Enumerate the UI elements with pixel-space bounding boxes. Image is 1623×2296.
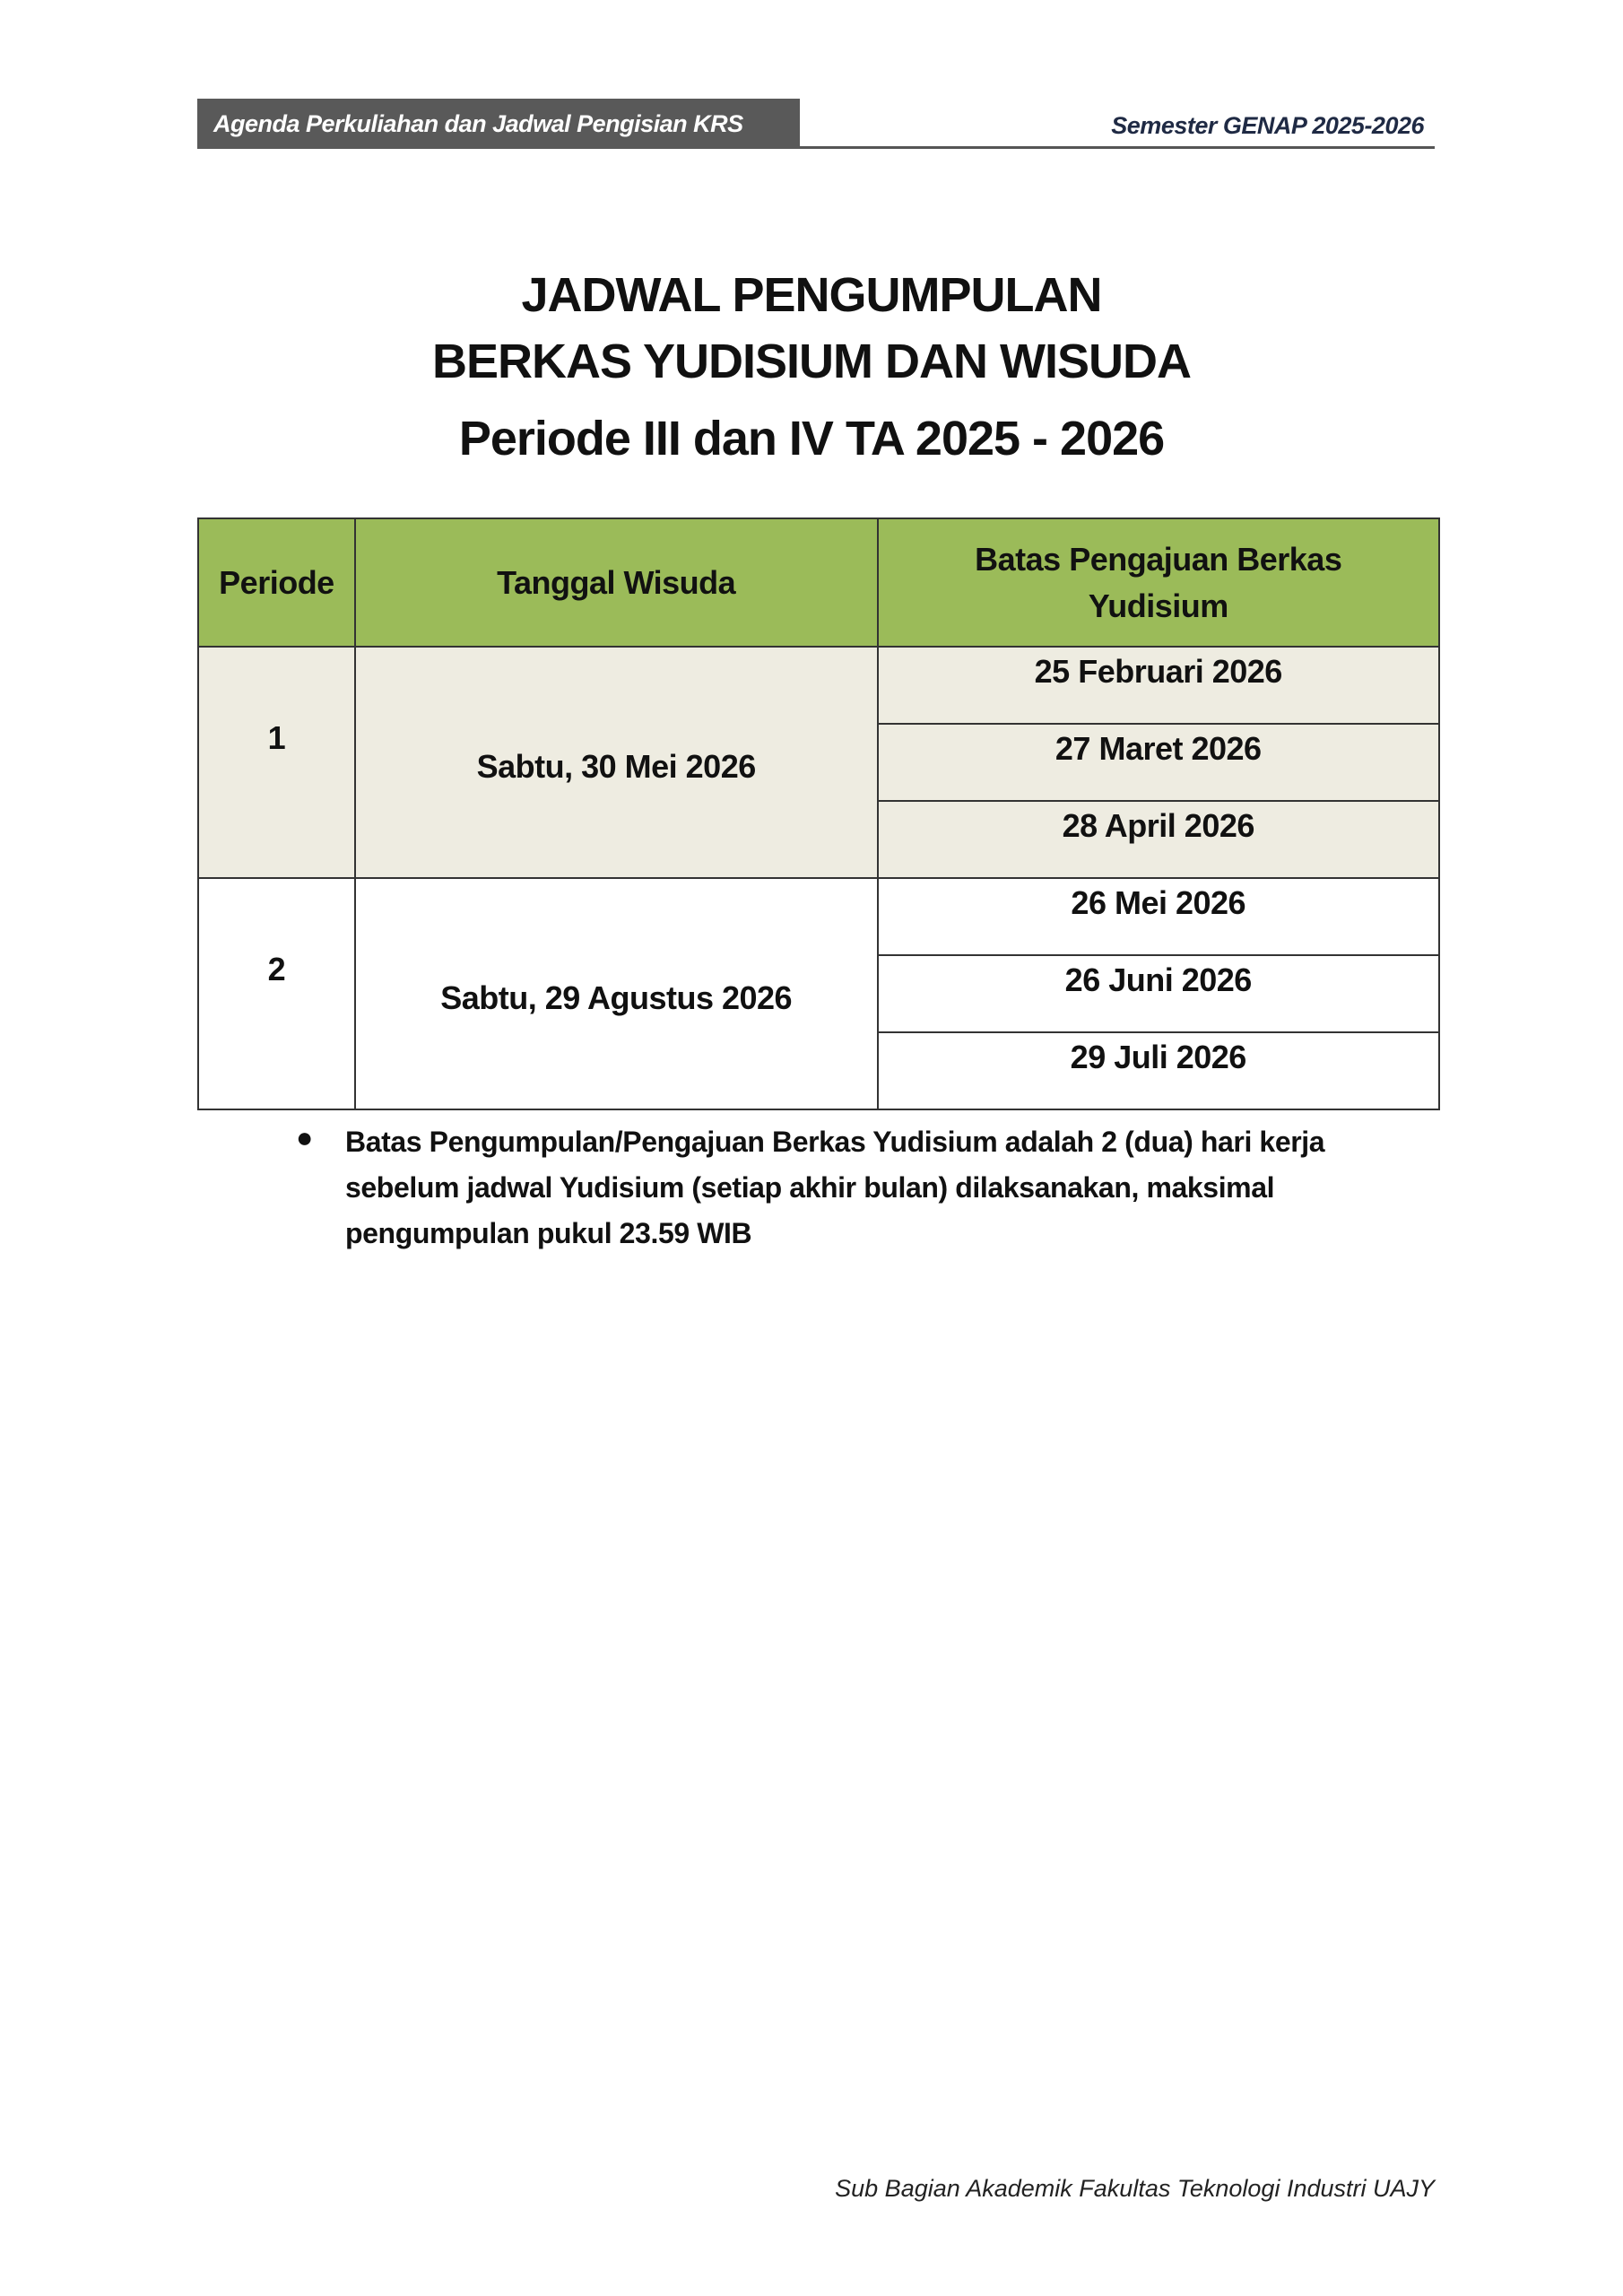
tanggal-wisuda-cell: Sabtu, 29 Agustus 2026 [353,877,879,1110]
batas-cell: 29 Juli 2026 [876,1031,1440,1110]
table-row: 1 Sabtu, 30 Mei 2026 25 Februari 2026 [197,646,1440,879]
header-batas-pengajuan: Batas Pengajuan Berkas Yudisium [876,517,1440,648]
schedule-table: Periode Tanggal Wisuda Batas Pengajuan B… [197,517,1440,1110]
periode-cell: 1 [197,646,356,879]
header-batas-pengajuan-text: Batas Pengajuan Berkas Yudisium [975,540,1342,624]
page-title-line-3: Periode III dan IV TA 2025 - 2026 [458,412,1165,465]
header-periode: Periode [197,517,356,648]
header-title: Agenda Perkuliahan dan Jadwal Pengisian … [197,99,800,149]
page-title-line-1: JADWAL PENGUMPULAN [521,268,1102,322]
batas-cell: 27 Maret 2026 [876,723,1440,802]
batas-cell: 25 Februari 2026 [876,646,1440,725]
batas-cell: 26 Juni 2026 [876,954,1440,1033]
batas-cell: 26 Mei 2026 [876,877,1440,956]
bullet-icon: ● [296,1121,314,1153]
table-row: 27 Maret 2026 [198,723,1440,802]
tanggal-wisuda-cell: Sabtu, 30 Mei 2026 [353,646,879,879]
footer-text: Sub Bagian Akademik Fakultas Teknologi I… [835,2175,1435,2202]
header-divider [800,146,1435,149]
table-row: 2 Sabtu, 29 Agustus 2026 26 Mei 2026 [197,877,1440,1110]
periode-cell: 2 [197,877,356,1110]
batas-cell: 28 April 2026 [876,800,1440,879]
semester-label: Semester GENAP 2025-2026 [1111,112,1424,139]
table-row: 29 Juli 2026 [198,1031,1440,1110]
table-row: 28 April 2026 [198,800,1440,879]
header-tanggal-wisuda: Tanggal Wisuda [353,517,879,648]
table-row: 26 Juni 2026 [198,954,1440,1033]
page-title-line-2: BERKAS YUDISIUM DAN WISUDA [431,335,1192,388]
table-header-row: Periode Tanggal Wisuda Batas Pengajuan B… [197,517,1440,648]
note-text: Batas Pengumpulan/Pengajuan Berkas Yudis… [345,1126,1325,1249]
